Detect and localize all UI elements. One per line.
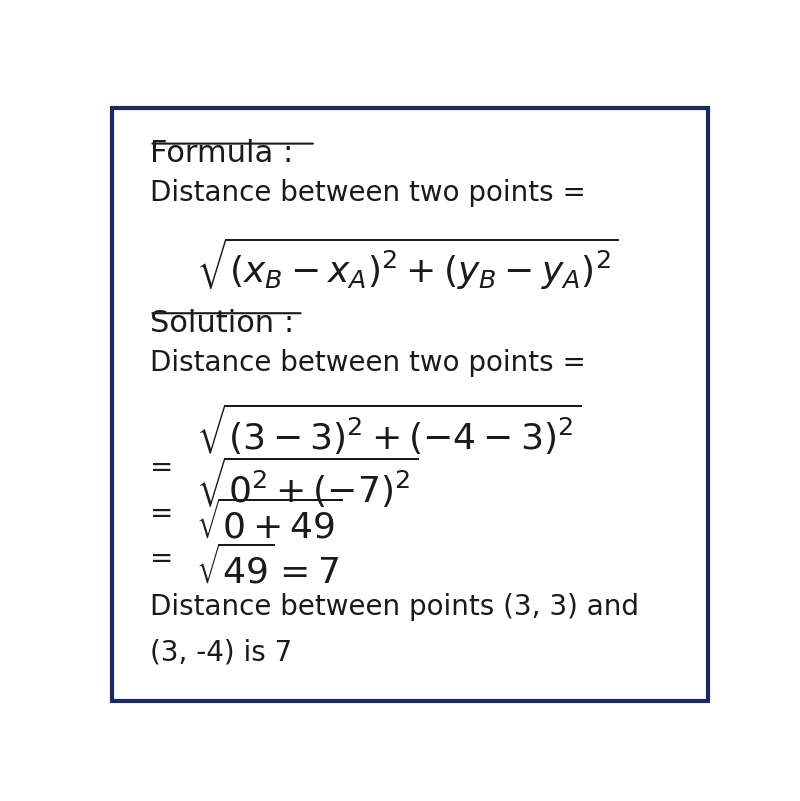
Text: Distance between two points =: Distance between two points = [150,179,586,207]
Text: (3, -4) is 7: (3, -4) is 7 [150,639,292,667]
Text: Solution :: Solution : [150,309,294,338]
Text: =: = [150,545,173,574]
Text: $\sqrt{(3 - 3)^2 + ( - 4 - 3)^2}$: $\sqrt{(3 - 3)^2 + ( - 4 - 3)^2}$ [196,401,582,457]
Text: Formula :: Formula : [150,139,293,168]
Text: =: = [150,500,173,528]
Text: Distance between two points =: Distance between two points = [150,349,586,377]
Text: Distance between points (3, 3) and: Distance between points (3, 3) and [150,593,638,621]
Text: $\sqrt{(x_B - x_A)^2 + (y_B - y_A)^2}$: $\sqrt{(x_B - x_A)^2 + (y_B - y_A)^2}$ [196,235,619,292]
Text: =: = [150,454,173,482]
Text: $\sqrt{0 + 49}$: $\sqrt{0 + 49}$ [196,500,342,545]
FancyBboxPatch shape [112,108,708,701]
Text: $\sqrt{0^2 + ( - 7)^2}$: $\sqrt{0^2 + ( - 7)^2}$ [196,454,418,509]
Text: $\sqrt{49} = 7$: $\sqrt{49} = 7$ [196,545,339,590]
